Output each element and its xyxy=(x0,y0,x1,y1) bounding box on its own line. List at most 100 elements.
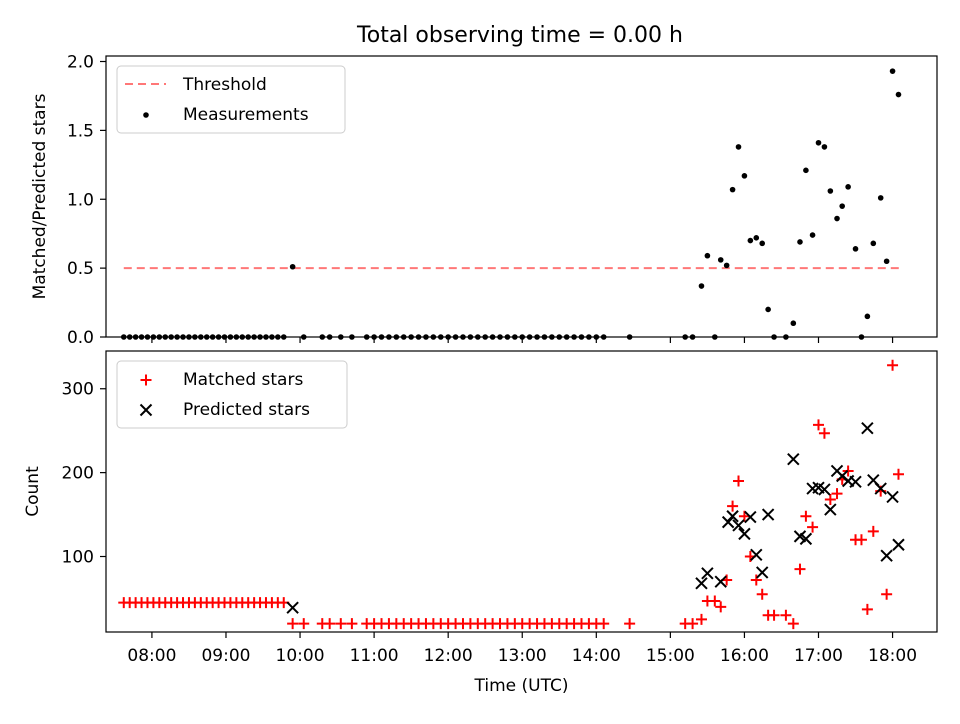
legend-predicted-label: Predicted stars xyxy=(183,400,310,420)
bottom-x-tick-label: 12:00 xyxy=(424,646,473,666)
matched-star-point xyxy=(695,613,707,625)
predicted-star-point xyxy=(799,532,813,546)
matched-star-point xyxy=(624,618,636,630)
predicted-star-point xyxy=(714,575,727,588)
predicted-star-point xyxy=(824,503,837,516)
matched-star-point xyxy=(867,525,879,537)
x-axis-label: Time (UTC) xyxy=(474,676,569,696)
measurement-point xyxy=(821,144,828,150)
matched-star-point xyxy=(750,574,762,586)
predicted-star-point xyxy=(874,482,887,495)
matched-star-point xyxy=(861,603,873,615)
predicted-star-point xyxy=(886,490,899,504)
matched-star-point xyxy=(598,618,610,630)
matched-star-point xyxy=(738,510,750,522)
matched-star-point xyxy=(780,609,792,621)
bottom-plot-marks xyxy=(118,359,905,630)
matched-star-point xyxy=(298,618,310,630)
measurement-point xyxy=(747,237,754,244)
measurement-point xyxy=(698,283,705,289)
legend-matched-swatch xyxy=(140,374,152,386)
legend-measurement-label: Measurements xyxy=(183,105,309,125)
measurement-point xyxy=(877,195,884,201)
bottom-x-tick-label: 16:00 xyxy=(720,646,769,666)
chart-title: Total observing time = 0.00 h xyxy=(356,23,683,48)
predicted-star-point xyxy=(286,601,299,614)
predicted-star-point xyxy=(750,548,763,562)
measurement-point xyxy=(741,173,748,179)
predicted-star-point xyxy=(721,515,735,529)
bottom-y-tick-label: 100 xyxy=(62,548,94,568)
legend-frame xyxy=(116,360,348,429)
bottom-x-tick-label: 18:00 xyxy=(868,646,917,666)
matched-star-point xyxy=(807,521,819,533)
top-legend xyxy=(116,65,346,134)
bottom-x-tick-label: 11:00 xyxy=(350,646,399,666)
predicted-star-point xyxy=(849,475,862,489)
bottom-x-tick-label: 13:00 xyxy=(498,646,547,666)
bottom-x-tick-label: 17:00 xyxy=(794,646,843,666)
top-y-tick-label: 0.5 xyxy=(67,259,94,279)
top-y-tick-label: 1.0 xyxy=(67,190,94,210)
predicted-star-point xyxy=(738,527,751,541)
matched-star-point xyxy=(881,588,893,600)
bottom-y-axis-label: Count xyxy=(23,466,43,517)
legend-measurement-swatch xyxy=(143,112,149,118)
top-axes-frame xyxy=(105,55,938,338)
bottom-legend xyxy=(116,360,348,429)
matched-star-point xyxy=(733,475,745,487)
matched-star-point xyxy=(831,488,843,500)
bottom-x-tick-label: 10:00 xyxy=(276,646,325,666)
matched-star-point xyxy=(727,500,739,512)
top-y-tick-label: 1.5 xyxy=(67,121,94,141)
legend-predicted-swatch xyxy=(139,403,153,417)
matched-star-point xyxy=(887,359,899,371)
measurement-point xyxy=(834,215,840,222)
bottom-y-tick-label: 300 xyxy=(62,380,94,400)
predicted-star-point xyxy=(892,538,905,551)
predicted-star-point xyxy=(761,508,775,521)
matched-star-point xyxy=(818,427,830,439)
top-y-tick-label: 2.0 xyxy=(67,53,94,73)
measurement-point xyxy=(759,240,766,247)
matched-star-point xyxy=(768,609,780,621)
predicted-star-point xyxy=(732,519,745,532)
top-y-axis-label: Matched/Predicted stars xyxy=(30,93,50,299)
measurement-point xyxy=(723,262,730,269)
predicted-star-point xyxy=(695,577,708,590)
matched-star-point xyxy=(715,601,727,613)
predicted-star-point xyxy=(701,567,714,580)
matched-star-point xyxy=(756,588,768,600)
measurement-point xyxy=(845,184,851,190)
predicted-star-point xyxy=(726,510,739,523)
legend-frame xyxy=(116,65,346,134)
bottom-x-tick-label: 15:00 xyxy=(646,646,695,666)
measurement-point xyxy=(883,258,890,265)
measurement-point xyxy=(753,235,760,241)
matched-star-point xyxy=(687,618,699,630)
matched-star-point xyxy=(346,618,358,630)
measurement-point xyxy=(809,232,816,238)
bottom-x-tick-label: 14:00 xyxy=(572,646,621,666)
predicted-star-point xyxy=(861,421,874,435)
measurement-point xyxy=(704,252,711,259)
matched-star-point xyxy=(335,618,347,630)
predicted-star-point xyxy=(744,510,757,524)
legend-threshold-label: Threshold xyxy=(182,75,267,95)
predicted-star-point xyxy=(880,549,893,562)
measurement-point xyxy=(895,91,902,98)
measurement-point xyxy=(827,188,834,194)
measurement-point xyxy=(852,246,859,252)
measurement-point xyxy=(889,68,896,74)
predicted-star-point xyxy=(756,566,769,579)
measurement-point xyxy=(729,186,736,193)
measurement-point xyxy=(765,306,771,313)
measurement-point xyxy=(717,257,724,263)
matched-star-point xyxy=(800,510,812,522)
measurement-point xyxy=(797,239,803,245)
bottom-y-tick-label: 200 xyxy=(62,464,94,484)
matched-star-point xyxy=(787,618,799,630)
matched-star-point xyxy=(709,595,721,607)
measurement-point xyxy=(839,203,845,209)
